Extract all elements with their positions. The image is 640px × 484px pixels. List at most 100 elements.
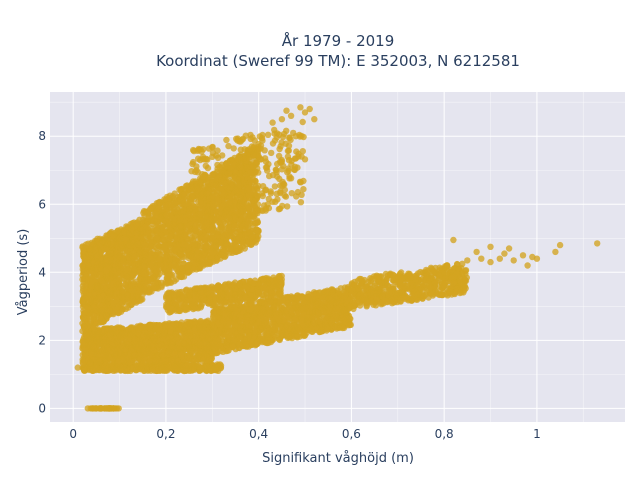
data-point — [161, 328, 167, 334]
data-point — [159, 343, 165, 349]
data-point — [253, 340, 259, 346]
data-point — [412, 279, 418, 285]
data-point — [211, 325, 217, 331]
data-point — [261, 307, 267, 313]
data-point — [257, 327, 263, 333]
data-point — [327, 308, 333, 314]
data-point — [246, 278, 252, 284]
data-point — [154, 326, 160, 332]
data-point — [171, 364, 177, 370]
data-point — [223, 342, 229, 348]
data-point — [450, 280, 456, 286]
data-point — [217, 298, 223, 304]
data-point — [379, 293, 385, 299]
data-point — [336, 305, 342, 311]
data-point — [81, 368, 87, 374]
data-point — [217, 309, 223, 315]
data-point — [214, 361, 220, 367]
data-point — [277, 337, 283, 343]
data-point — [376, 279, 382, 285]
data-point — [105, 405, 111, 411]
data-point — [226, 288, 232, 294]
data-point — [360, 295, 366, 301]
data-point — [177, 300, 183, 306]
data-point — [313, 315, 319, 321]
data-point — [436, 267, 442, 273]
data-point — [280, 317, 286, 323]
data-point — [459, 270, 465, 276]
data-point — [227, 300, 233, 306]
data-point — [196, 323, 202, 329]
data-point — [243, 303, 249, 309]
data-point — [207, 299, 213, 305]
data-point — [187, 292, 193, 298]
data-point — [140, 333, 146, 339]
data-point — [320, 308, 326, 314]
data-point — [169, 349, 175, 355]
data-point — [444, 272, 450, 278]
data-point — [191, 346, 197, 352]
data-point — [439, 292, 445, 298]
data-point — [374, 296, 380, 302]
data-point — [148, 352, 154, 358]
data-point — [349, 287, 355, 293]
data-point — [299, 293, 305, 299]
data-point — [244, 313, 250, 319]
data-point — [134, 329, 140, 335]
data-point — [149, 366, 155, 372]
data-point — [96, 359, 102, 365]
data-point — [201, 286, 207, 292]
data-point — [197, 340, 203, 346]
data-point — [160, 358, 166, 364]
data-point — [261, 337, 267, 343]
data-point — [267, 309, 273, 315]
data-point — [186, 355, 192, 361]
data-point — [172, 298, 178, 304]
data-point — [309, 297, 315, 303]
data-point — [447, 289, 453, 295]
data-point — [322, 294, 328, 300]
data-point — [409, 286, 415, 292]
data-point — [359, 278, 365, 284]
data-point — [374, 289, 380, 295]
data-point — [136, 352, 142, 358]
data-point — [209, 355, 215, 361]
data-point — [234, 289, 240, 295]
data-point — [272, 278, 278, 284]
data-point — [189, 367, 195, 373]
data-point — [83, 350, 89, 356]
data-point — [105, 354, 111, 360]
data-point — [258, 314, 264, 320]
data-point — [220, 318, 226, 324]
data-point — [324, 314, 330, 320]
data-point — [226, 333, 232, 339]
data-point — [123, 347, 129, 353]
data-point — [81, 341, 87, 347]
data-point — [185, 330, 191, 336]
data-point — [238, 329, 244, 335]
data-point — [289, 335, 295, 341]
data-point — [304, 318, 310, 324]
data-point — [324, 325, 330, 331]
data-point — [198, 295, 204, 301]
data-point — [254, 286, 260, 292]
data-point — [401, 294, 407, 300]
data-point — [243, 341, 249, 347]
data-point — [369, 276, 375, 282]
data-point — [299, 315, 305, 321]
data-point — [318, 301, 324, 307]
data-point — [236, 318, 242, 324]
data-point — [300, 305, 306, 311]
data-point — [424, 268, 430, 274]
data-point — [214, 283, 220, 289]
data-point — [190, 301, 196, 307]
data-point — [276, 273, 282, 279]
data-point — [204, 363, 210, 369]
data-point — [376, 273, 382, 279]
data-point — [388, 290, 394, 296]
data-point — [175, 291, 181, 297]
data-point — [166, 304, 172, 310]
data-point — [230, 281, 236, 287]
data-point — [85, 358, 91, 364]
